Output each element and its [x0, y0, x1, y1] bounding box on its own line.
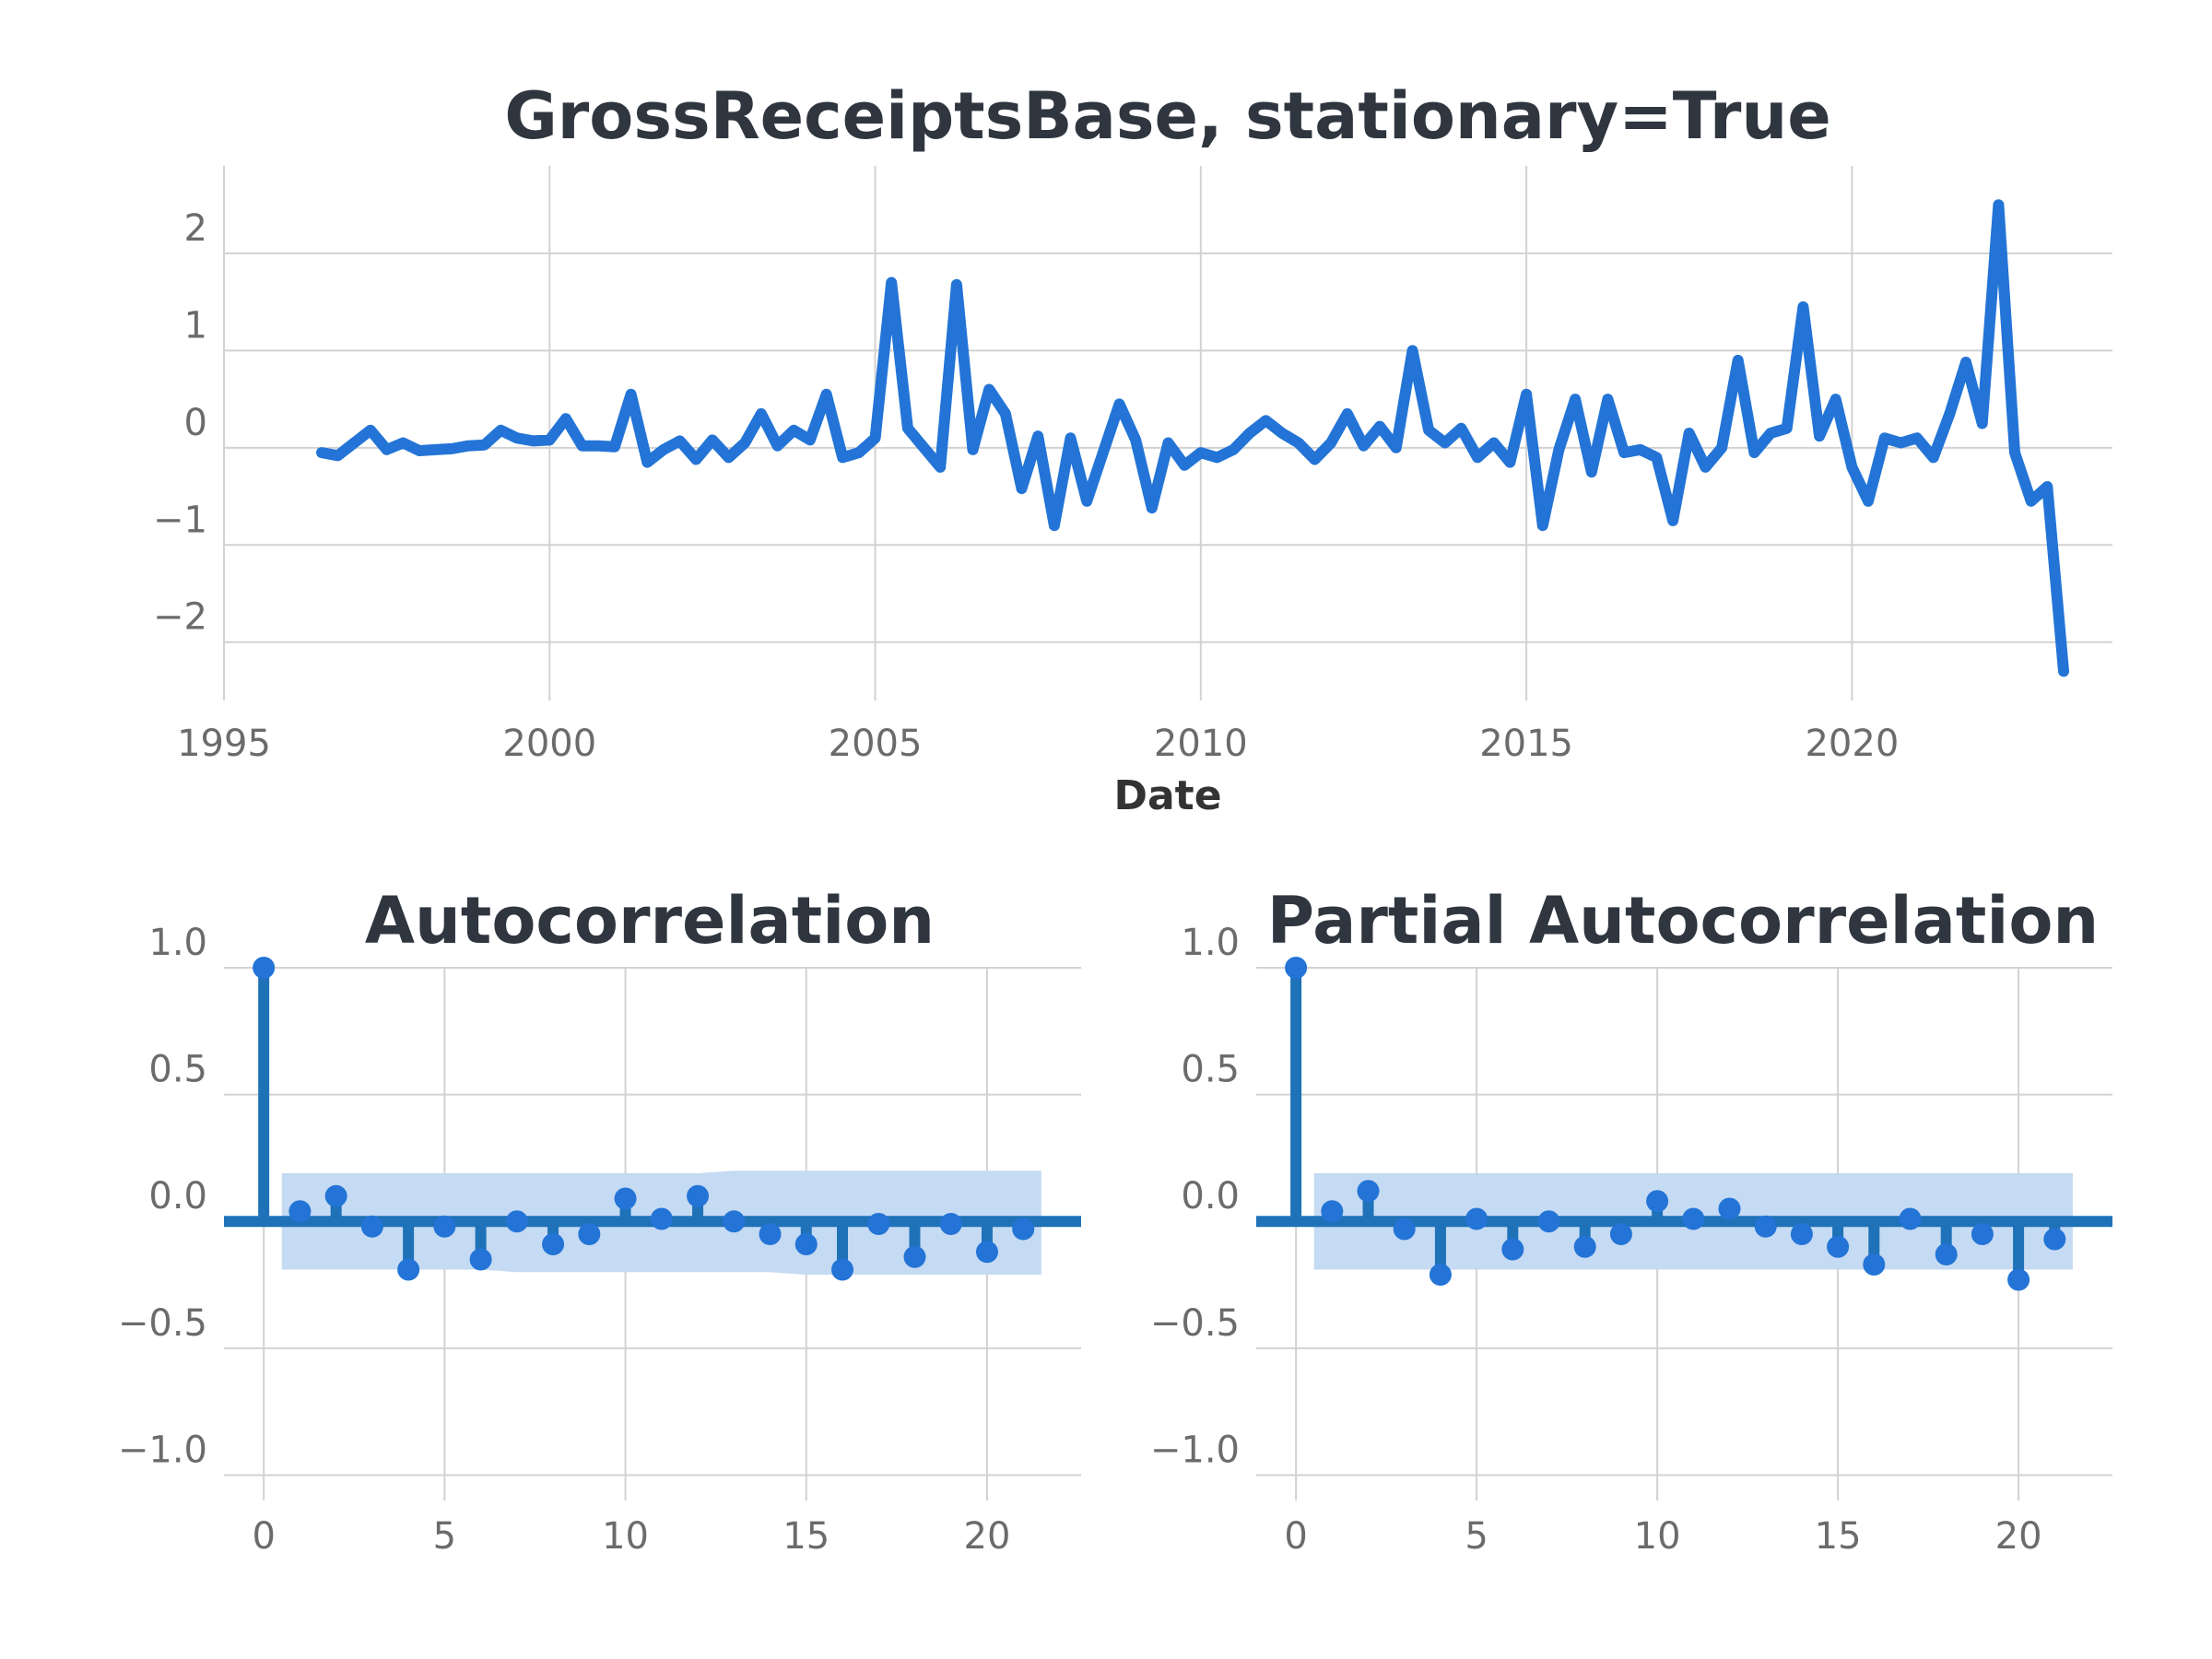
autocorrelation-chart: Autocorrelation 0 5 10 15 20 1.0 0.5 0.0 −0.5 −1.… — [118, 883, 1081, 1558]
stem-marker — [433, 1215, 456, 1238]
stem-marker — [1573, 1235, 1596, 1258]
stem-marker — [1357, 1180, 1380, 1203]
stem-marker — [1754, 1215, 1777, 1238]
stem-marker — [324, 1184, 347, 1207]
x-tick-label: 10 — [1634, 1515, 1681, 1558]
stem-marker — [1609, 1223, 1632, 1245]
y-tick-label: 1.0 — [148, 922, 207, 964]
y-tick-label: −0.5 — [118, 1302, 207, 1345]
stem-marker — [1790, 1223, 1813, 1245]
x-tick-label: 20 — [964, 1515, 1011, 1558]
stem-marker — [1971, 1223, 1994, 1245]
partial-autocorrelation-chart: Partial Autocorrelation 0 5 10 15 20 1.0 0.5 0.… — [1150, 883, 2112, 1558]
stem-marker — [2043, 1228, 2066, 1251]
x-tick-label: 15 — [1815, 1515, 1862, 1558]
y-tick-label: 1.0 — [1181, 922, 1240, 964]
y-tick-label: −1.0 — [1150, 1429, 1240, 1471]
stem-marker — [650, 1207, 673, 1230]
chart-title: GrossReceiptsBase, stationary=True — [504, 78, 1830, 154]
stem-marker — [1899, 1207, 1922, 1230]
y-tick-label: 0.0 — [148, 1175, 207, 1218]
stem-marker — [505, 1210, 528, 1233]
stem-marker — [288, 1200, 312, 1223]
y-tick-label: 0.5 — [148, 1049, 207, 1091]
x-tick-label: 2015 — [1479, 723, 1573, 765]
stem-marker — [759, 1223, 782, 1245]
stem-marker — [939, 1212, 962, 1235]
x-axis-label: Date — [1113, 772, 1221, 819]
stem-marker — [578, 1223, 601, 1245]
x-tick-label: 0 — [1284, 1515, 1307, 1558]
stem-marker — [903, 1245, 926, 1268]
y-tick-label: 0 — [184, 402, 207, 444]
stem-marker — [1863, 1253, 1886, 1277]
stem-marker — [360, 1215, 383, 1238]
x-tick-label: 2005 — [829, 723, 923, 765]
stem-marker — [1465, 1207, 1488, 1230]
x-tick-label: 10 — [602, 1515, 649, 1558]
stem-marker — [867, 1212, 890, 1235]
chart-title: Autocorrelation — [365, 883, 935, 959]
stem-marker — [1285, 957, 1308, 979]
x-tick-label: 5 — [433, 1515, 456, 1558]
stem-marker — [1935, 1243, 1958, 1266]
chart-title: Partial Autocorrelation — [1267, 883, 2100, 959]
x-tick-label: 2020 — [1805, 723, 1899, 765]
series-line — [316, 199, 2069, 677]
stem-marker — [469, 1248, 492, 1271]
time-series-chart: GrossReceiptsBase, stationary=True Date … — [153, 78, 2112, 819]
y-tick-label: −1.0 — [118, 1429, 207, 1471]
stem-marker — [1718, 1197, 1741, 1220]
y-tick-label: −0.5 — [1150, 1302, 1240, 1345]
stem-marker — [614, 1187, 637, 1210]
stem-marker — [1827, 1235, 1850, 1258]
x-tick-label: 20 — [1995, 1515, 2042, 1558]
stem-marker — [1682, 1207, 1705, 1230]
stem-marker — [1012, 1218, 1035, 1241]
x-tick-label: 1995 — [177, 723, 271, 765]
stem-marker — [687, 1184, 710, 1207]
stem-marker — [1429, 1264, 1452, 1287]
y-tick-label: 1 — [184, 304, 207, 347]
stem-marker — [1393, 1218, 1416, 1241]
stem-marker — [1321, 1200, 1344, 1223]
stem-marker — [253, 957, 276, 979]
y-tick-label: 0.5 — [1181, 1049, 1240, 1091]
stem-marker — [1501, 1238, 1524, 1261]
stem-marker — [1537, 1210, 1560, 1233]
y-tick-label: −1 — [153, 499, 207, 541]
x-tick-label: 2010 — [1154, 723, 1248, 765]
y-tick-label: 0.0 — [1181, 1175, 1240, 1218]
x-tick-label: 5 — [1465, 1515, 1488, 1558]
stem-marker — [542, 1233, 565, 1256]
stem-marker — [831, 1258, 854, 1281]
stem-marker — [2007, 1268, 2030, 1291]
stem-marker — [794, 1233, 818, 1256]
stem-marker — [723, 1210, 746, 1233]
x-tick-label: 2000 — [502, 723, 596, 765]
y-tick-label: −2 — [153, 596, 207, 639]
stem-marker — [397, 1258, 420, 1281]
stem-marker — [1646, 1190, 1669, 1213]
y-tick-label: 2 — [184, 207, 207, 250]
x-tick-label: 0 — [252, 1515, 275, 1558]
x-tick-label: 15 — [782, 1515, 830, 1558]
stem-marker — [975, 1241, 998, 1264]
